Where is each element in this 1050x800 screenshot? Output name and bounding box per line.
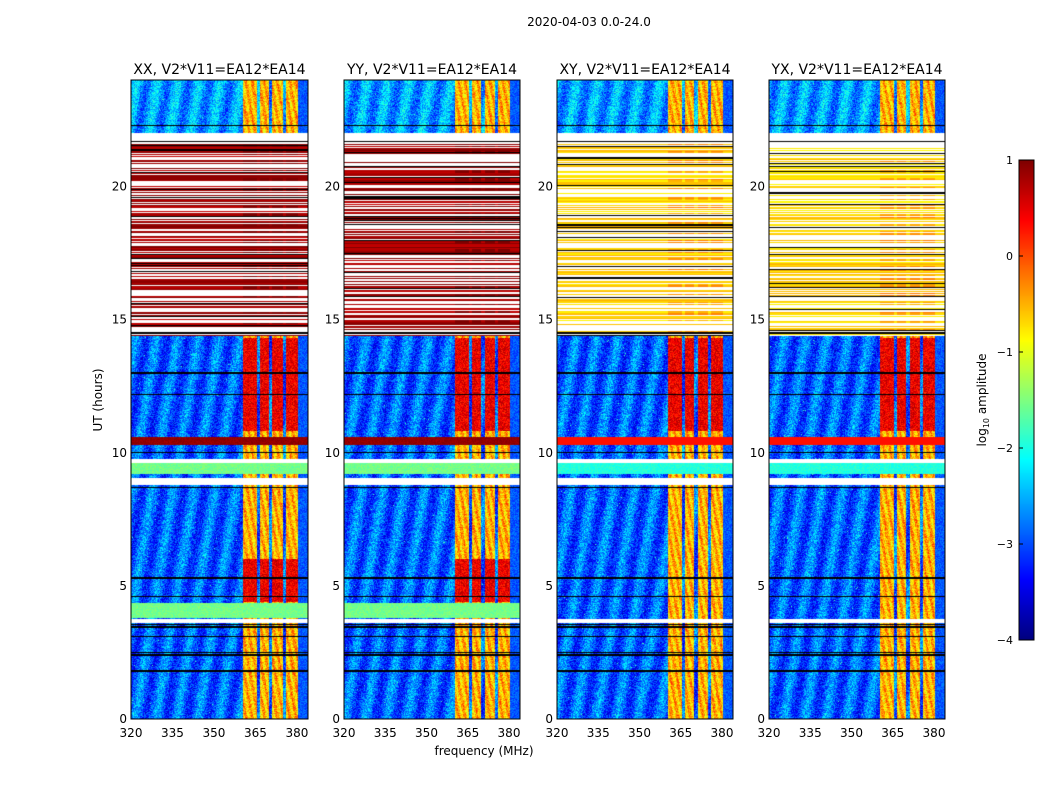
x-tick-label: 350 <box>840 726 863 740</box>
colorbar <box>1019 160 1034 640</box>
panel-title-xy: XY, V2*V11=EA12*EA14 <box>559 62 730 78</box>
y-tick-label: 20 <box>112 180 127 194</box>
x-tick-label: 380 <box>711 726 734 740</box>
spectrogram-xx <box>131 80 308 719</box>
plot-frame-xy <box>556 79 734 720</box>
colorbar-tick-label: −2 <box>997 442 1013 455</box>
y-tick-label: 0 <box>119 712 127 726</box>
y-tick-label: 15 <box>112 313 127 327</box>
y-tick-label: 5 <box>119 579 127 593</box>
y-tick-label: 0 <box>332 712 340 726</box>
suptitle: 2020-04-03 0.0-24.0 <box>527 15 651 29</box>
x-tick-label: 380 <box>285 726 308 740</box>
y-tick-label: 15 <box>538 313 553 327</box>
x-tick-label: 350 <box>415 726 438 740</box>
x-tick-label: 335 <box>374 726 397 740</box>
y-tick-label: 0 <box>757 712 765 726</box>
colorbar-tick-label: −1 <box>997 346 1013 359</box>
x-tick-label: 320 <box>333 726 356 740</box>
y-tick-label: 10 <box>750 446 765 460</box>
y-tick-label: 10 <box>112 446 127 460</box>
plot-frame-xx <box>130 79 309 720</box>
x-tick-label: 350 <box>203 726 226 740</box>
x-tick-label: 350 <box>628 726 651 740</box>
colorbar-tick-label: −3 <box>997 538 1013 551</box>
x-tick-label: 320 <box>546 726 569 740</box>
colorbar-label: log10 amplitude <box>975 354 991 447</box>
y-tick-label: 0 <box>545 712 553 726</box>
spectrogram-xy <box>557 80 733 719</box>
x-axis-label: frequency (MHz) <box>434 744 533 758</box>
panel-title-yy: YY, V2*V11=EA12*EA14 <box>346 62 517 78</box>
colorbar-tick-label: 0 <box>1006 250 1013 263</box>
panel-title-xx: XX, V2*V11=EA12*EA14 <box>133 62 305 78</box>
x-tick-label: 380 <box>498 726 521 740</box>
x-tick-label: 365 <box>669 726 692 740</box>
x-tick-label: 365 <box>881 726 904 740</box>
x-tick-label: 335 <box>161 726 184 740</box>
y-tick-label: 10 <box>538 446 553 460</box>
y-tick-label: 20 <box>538 180 553 194</box>
x-tick-label: 320 <box>120 726 143 740</box>
x-tick-label: 365 <box>244 726 267 740</box>
y-tick-label: 20 <box>750 180 765 194</box>
x-tick-label: 380 <box>923 726 946 740</box>
y-tick-label: 10 <box>325 446 340 460</box>
spectrogram-yy <box>344 80 520 719</box>
y-tick-label: 5 <box>545 579 553 593</box>
y-tick-label: 20 <box>325 180 340 194</box>
spectrogram-yx <box>769 80 945 719</box>
colorbar-tick-label: 1 <box>1006 154 1013 167</box>
x-tick-label: 335 <box>799 726 822 740</box>
y-tick-label: 15 <box>325 313 340 327</box>
y-tick-label: 5 <box>757 579 765 593</box>
y-tick-label: 5 <box>332 579 340 593</box>
colorbar-frame <box>1018 159 1035 641</box>
y-tick-label: 15 <box>750 313 765 327</box>
x-tick-label: 365 <box>456 726 479 740</box>
y-axis-label: UT (hours) <box>91 368 105 431</box>
plot-frame-yy <box>343 79 521 720</box>
x-tick-label: 320 <box>758 726 781 740</box>
plot-frame-yx <box>768 79 946 720</box>
x-tick-label: 335 <box>587 726 610 740</box>
panel-title-yx: YX, V2*V11=EA12*EA14 <box>770 62 942 78</box>
colorbar-tick-label: −4 <box>997 634 1013 647</box>
